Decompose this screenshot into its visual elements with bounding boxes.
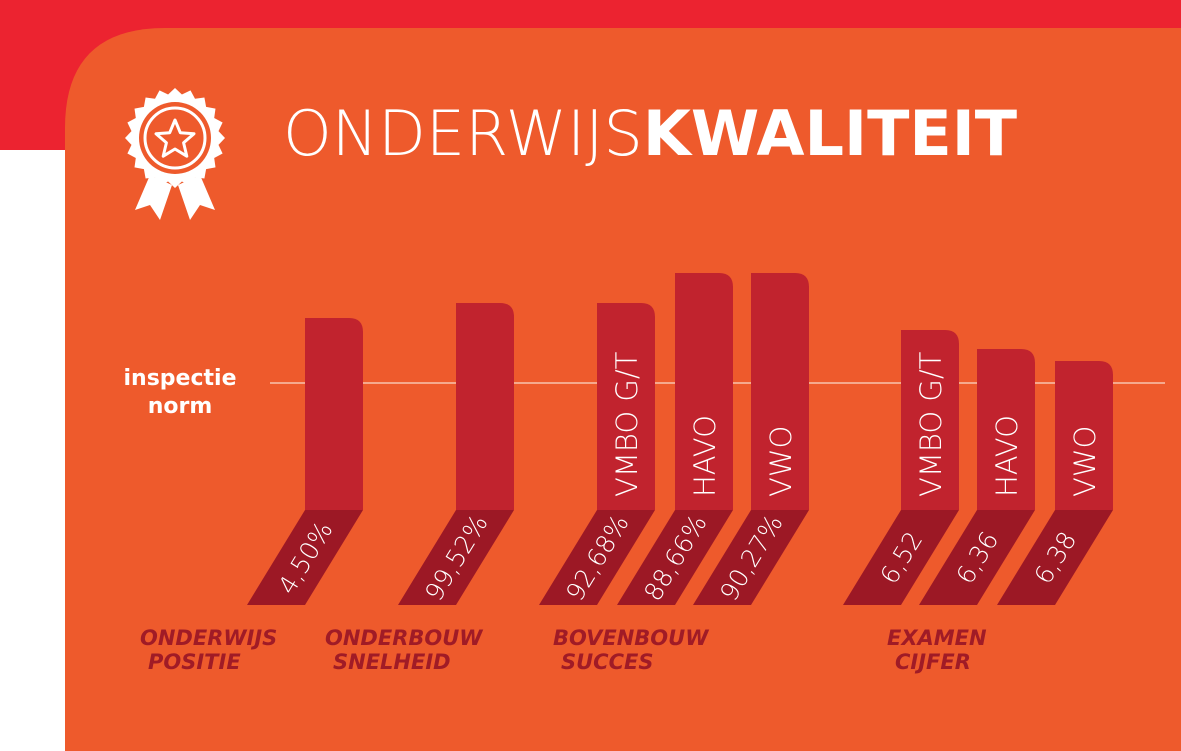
- bar-label: VMBO G/T: [610, 351, 644, 497]
- bar: [456, 303, 514, 510]
- bar-base: [539, 510, 655, 605]
- norm-label: norm: [148, 394, 213, 419]
- bar: [901, 330, 959, 510]
- title-light: ONDERWIJS: [283, 97, 643, 170]
- title-bold: KWALITEIT: [643, 97, 1017, 170]
- bar: [597, 303, 655, 510]
- bar-label: HAVO: [990, 415, 1024, 497]
- bar: [305, 318, 363, 510]
- bar-label: VWO: [764, 426, 798, 497]
- bar: [1055, 361, 1113, 510]
- bar-base: [919, 510, 1035, 605]
- norm-label: inspectie: [124, 366, 237, 391]
- group-label: CIJFER: [895, 650, 971, 674]
- group-label: SNELHEID: [333, 650, 451, 674]
- bar: [675, 273, 733, 510]
- group-label: POSITIE: [148, 650, 241, 674]
- group-label: BOVENBOUW: [553, 626, 709, 650]
- group-label: SUCCES: [561, 650, 653, 674]
- bar: [751, 273, 809, 510]
- group-label: ONDERBOUW: [325, 626, 483, 650]
- bar-base: [398, 510, 514, 605]
- bar: [977, 349, 1035, 510]
- bar-base: [617, 510, 733, 605]
- bar-base: [843, 510, 959, 605]
- group-label: EXAMEN: [887, 626, 987, 650]
- bar-label: HAVO: [688, 415, 722, 497]
- bar-base: [247, 510, 363, 605]
- bar-base: [997, 510, 1113, 605]
- group-label: ONDERWIJS: [140, 626, 277, 650]
- bar-label: VMBO G/T: [914, 351, 948, 497]
- title: ONDERWIJSKWALITEIT: [283, 97, 1017, 170]
- bar-base: [693, 510, 809, 605]
- bar-label: VWO: [1068, 426, 1102, 497]
- badge-icon: [125, 88, 225, 220]
